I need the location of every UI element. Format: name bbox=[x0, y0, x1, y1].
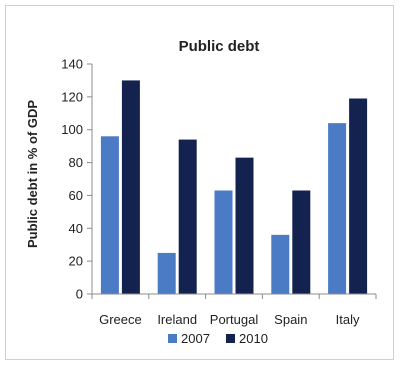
bar-italy-2010 bbox=[349, 98, 368, 294]
y-tick-label: 80 bbox=[69, 155, 83, 170]
bar-chart: Public debt Public debt in % of GDP 0 20 4… bbox=[25, 38, 377, 346]
y-tick-label: 100 bbox=[61, 122, 83, 137]
y-tick-label: 40 bbox=[69, 221, 83, 236]
y-axis-label: Public debt in % of GDP bbox=[25, 100, 40, 248]
bar-portugal-2010 bbox=[235, 157, 254, 294]
bar-ireland-2007 bbox=[157, 252, 176, 294]
legend-label-2010: 2010 bbox=[239, 331, 268, 346]
y-tick-label: 60 bbox=[69, 188, 83, 203]
chart-frame: Public debt Public debt in % of GDP 0 20 4… bbox=[5, 5, 394, 360]
y-axis: 0 20 40 60 80 100 120 140 bbox=[61, 57, 93, 302]
bar-greece-2007 bbox=[100, 136, 119, 294]
bar-spain-2007 bbox=[271, 234, 290, 294]
legend-swatch-2010 bbox=[226, 334, 235, 343]
x-category-label: Portugal bbox=[210, 312, 259, 327]
x-category-label: Greece bbox=[99, 312, 142, 327]
bar-portugal-2007 bbox=[214, 190, 233, 294]
y-tick-label: 120 bbox=[61, 89, 83, 104]
bar-ireland-2010 bbox=[178, 139, 197, 294]
y-tick-label: 140 bbox=[61, 57, 83, 72]
chart-title: Public debt bbox=[179, 38, 260, 55]
bar-greece-2010 bbox=[121, 80, 140, 294]
y-tick-label: 0 bbox=[76, 287, 83, 302]
x-category-label: Ireland bbox=[157, 312, 197, 327]
bars bbox=[100, 80, 368, 295]
legend-swatch-2007 bbox=[168, 334, 177, 343]
bar-italy-2007 bbox=[328, 123, 347, 295]
y-tick-label: 20 bbox=[69, 254, 83, 269]
bar-spain-2010 bbox=[292, 190, 311, 294]
legend: 2007 2010 bbox=[168, 331, 268, 346]
legend-label-2007: 2007 bbox=[181, 331, 210, 346]
x-axis: Greece Ireland Portugal Spain Italy bbox=[91, 293, 377, 327]
x-category-label: Italy bbox=[336, 312, 360, 327]
x-category-label: Spain bbox=[274, 312, 307, 327]
